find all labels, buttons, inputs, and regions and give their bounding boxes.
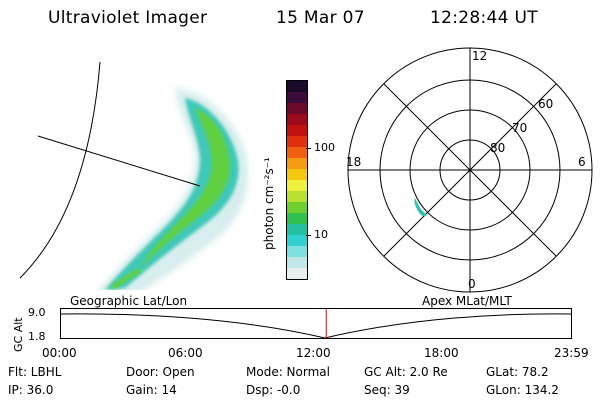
colorbar-tick-100: 100 (314, 141, 335, 154)
colorbar-swatch (287, 114, 307, 125)
x-tick-0000: 00:00 (42, 346, 77, 360)
info-seq: Seq: 39 (364, 383, 410, 397)
timeline-y-tick-top: 9.0 (28, 306, 46, 319)
info-filter: Flt: LBHL (8, 365, 62, 379)
x-tick-2359: 23:59 (554, 346, 589, 360)
info-gc-alt: GC Alt: 2.0 Re (364, 365, 448, 379)
colorbar-swatch (287, 235, 307, 246)
colorbar-swatch (287, 125, 307, 136)
timeline-y-tick-bottom: 1.8 (28, 330, 46, 343)
timeline-left-label: Geographic Lat/Lon (70, 294, 188, 308)
earth-limb-arc (19, 61, 101, 279)
colorbar-swatch (287, 246, 307, 257)
colorbar-tick-10: 10 (314, 228, 328, 241)
aurora-core (140, 108, 230, 268)
colorbar-swatch (287, 213, 307, 224)
x-tick-1800: 18:00 (424, 346, 459, 360)
colorbar-unit-label: photon cm⁻²s⁻¹ (262, 157, 276, 250)
colorbar-swatch (287, 191, 307, 202)
lat-label-80: 80 (490, 141, 505, 155)
lat-label-70: 70 (512, 121, 527, 135)
colorbar-swatch (287, 224, 307, 235)
colorbar-swatch (287, 268, 307, 279)
info-door: Door: Open (126, 365, 195, 379)
info-dsp: Dsp: -0.0 (246, 383, 301, 397)
polar-plot: 12 18 6 0 60 70 80 (346, 47, 593, 293)
header-time: 12:28:44 UT (430, 8, 538, 28)
colorbar-swatch (287, 202, 307, 213)
info-ip: IP: 36.0 (8, 383, 54, 397)
timeline-frame (60, 308, 572, 339)
colorbar (286, 80, 308, 280)
colorbar-swatch (287, 103, 307, 114)
x-tick-0600: 06:00 (168, 346, 203, 360)
mlt-label-6: 6 (578, 155, 586, 169)
aurora-mid (105, 98, 239, 290)
colorbar-swatch (287, 169, 307, 180)
info-gain: Gain: 14 (126, 383, 177, 397)
info-glon: GLon: 134.2 (486, 383, 559, 397)
info-glat: GLat: 78.2 (486, 365, 549, 379)
altitude-curve (60, 313, 572, 339)
instrument-title: Ultraviolet Imager (48, 8, 208, 28)
header-date: 15 Mar 07 (276, 8, 365, 28)
info-mode: Mode: Normal (246, 365, 330, 379)
colorbar-swatch (287, 158, 307, 169)
timeline-y-axis-label: GC Alt (12, 317, 25, 352)
colorbar-swatch (287, 81, 307, 92)
lat-label-60: 60 (538, 97, 553, 111)
mlt-label-12: 12 (472, 49, 487, 63)
colorbar-swatch (287, 147, 307, 158)
colorbar-swatch (287, 257, 307, 268)
geographic-image (19, 61, 249, 290)
mlt-label-18: 18 (346, 155, 361, 169)
meridian-line (37, 135, 201, 187)
colorbar-swatch (287, 136, 307, 147)
timeline-plot (60, 308, 572, 339)
timeline-right-label: Apex MLat/MLT (422, 294, 512, 308)
polar-aurora-patch (414, 198, 427, 217)
colorbar-swatch (287, 180, 307, 191)
mlt-label-0: 0 (468, 277, 476, 291)
x-tick-1200: 12:00 (296, 346, 331, 360)
colorbar-swatch (287, 92, 307, 103)
